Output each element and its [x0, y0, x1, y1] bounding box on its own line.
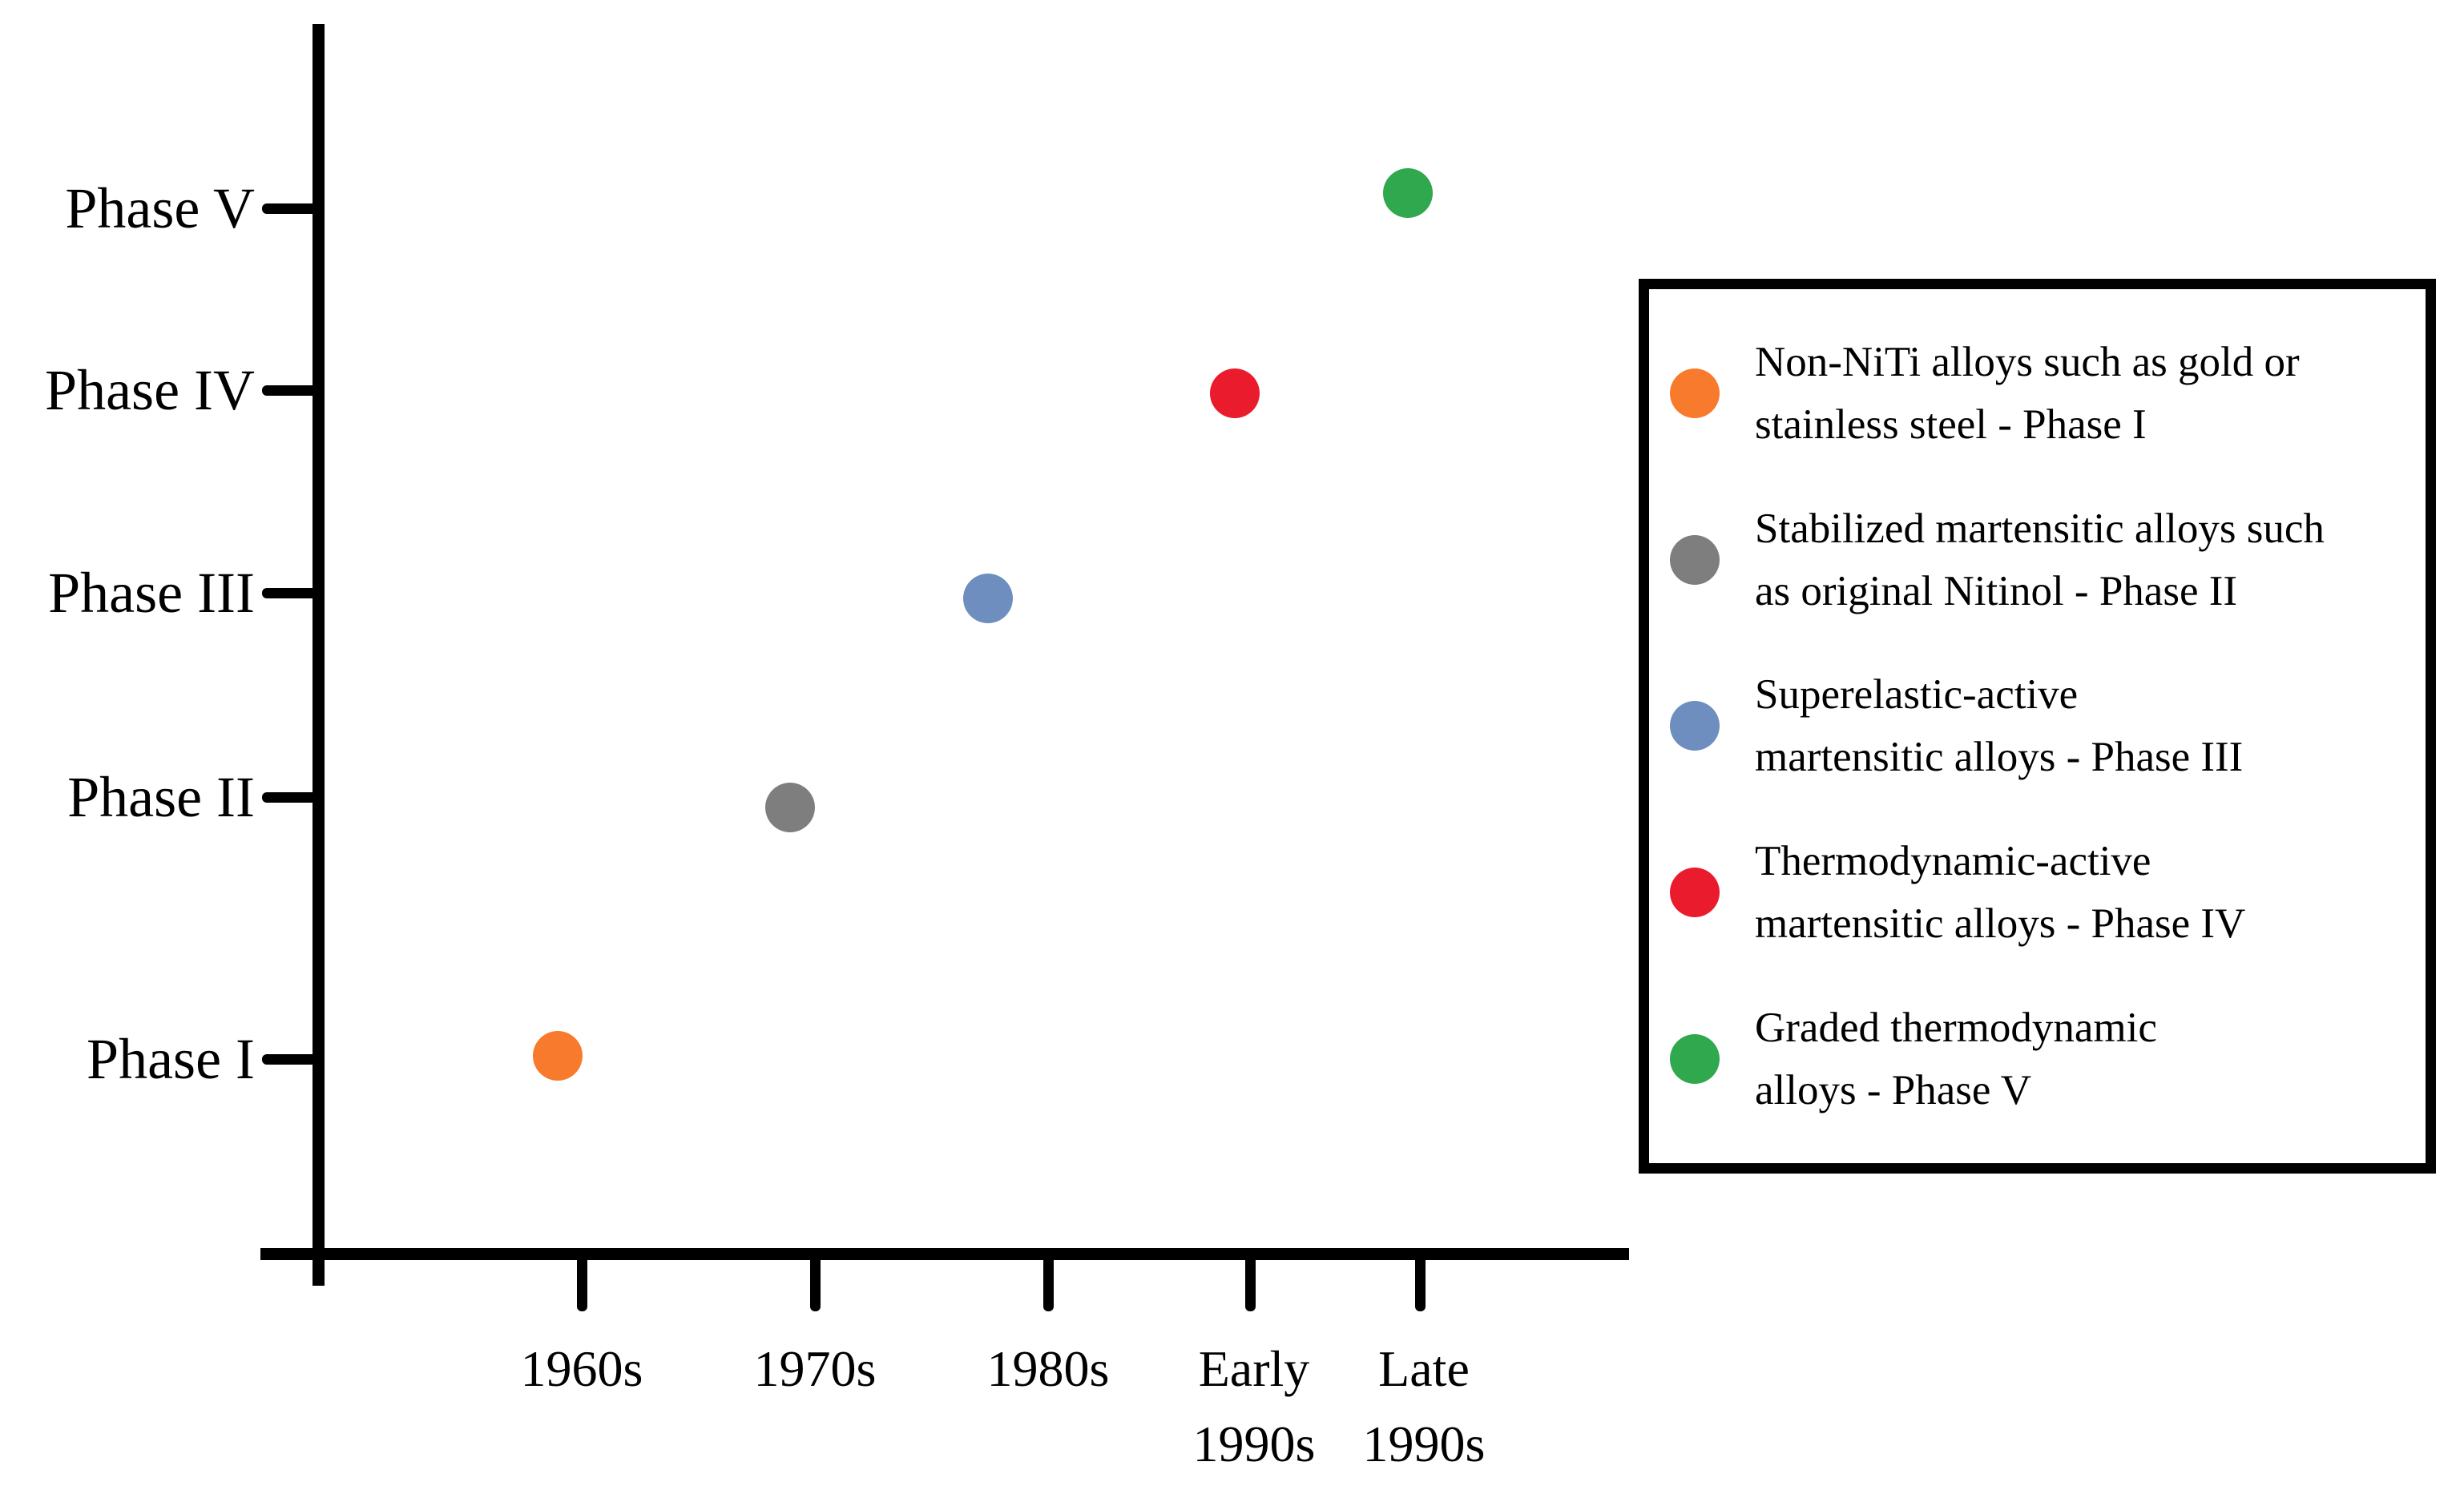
- legend-item-phase-ii: Stabilized martensitic alloys such as or…: [1649, 497, 2426, 622]
- legend-label-line2: martensitic alloys - Phase IV: [1755, 900, 2246, 948]
- legend-item-phase-v: Graded thermodynamic alloys - Phase V: [1649, 997, 2426, 1121]
- x-label-line1: 1980s: [986, 1340, 1110, 1397]
- y-tick-phase-ii: [262, 792, 318, 803]
- legend-item-phase-i: Non-NiTi alloys such as gold or stainles…: [1649, 331, 2426, 456]
- y-axis-label-phase-v: Phase V: [65, 176, 255, 240]
- x-label-line2: 1990s: [1362, 1415, 1486, 1472]
- legend-label-line1: Non-NiTi alloys such as gold or: [1755, 338, 2300, 385]
- legend-label-line1: Superelastic-active: [1755, 671, 2079, 719]
- data-point-phase-iii-1980s: [963, 574, 1013, 623]
- legend-marker-red-icon: [1670, 868, 1720, 918]
- x-tick-1970s: [810, 1254, 821, 1311]
- legend-marker-blue-icon: [1670, 701, 1720, 751]
- y-axis-label-phase-ii: Phase II: [67, 765, 255, 829]
- data-point-phase-iv-early-1990s: [1210, 368, 1260, 418]
- legend-label-line2: as original Nitinol - Phase II: [1755, 567, 2238, 614]
- legend-item-phase-iii: Superelastic-active martensitic alloys -…: [1649, 663, 2426, 788]
- y-tick-phase-iii: [262, 588, 318, 598]
- x-axis-label-early-1990s: Early 1990s: [1118, 1331, 1390, 1482]
- data-point-phase-v-late-1990s: [1383, 168, 1433, 218]
- y-axis-label-phase-iii: Phase III: [48, 561, 255, 625]
- x-axis-label-late-1990s: Late 1990s: [1288, 1331, 1560, 1482]
- x-label-line1: Late: [1378, 1340, 1470, 1397]
- x-axis-line: [260, 1248, 1629, 1260]
- legend-label-line2: alloys - Phase V: [1755, 1067, 2031, 1114]
- data-point-phase-i-1960s: [533, 1031, 583, 1081]
- x-tick-1960s: [577, 1254, 587, 1311]
- legend-label: Non-NiTi alloys such as gold or stainles…: [1755, 331, 2300, 456]
- x-axis-label-1970s: 1970s: [679, 1331, 951, 1407]
- x-label-line1: 1970s: [753, 1340, 877, 1397]
- x-axis-label-1980s: 1980s: [912, 1331, 1184, 1407]
- legend-label: Superelastic-active martensitic alloys -…: [1755, 663, 2243, 788]
- x-label-line1: Early: [1198, 1340, 1310, 1397]
- x-tick-1980s: [1043, 1254, 1054, 1311]
- y-tick-phase-v: [262, 203, 318, 214]
- legend-box: Non-NiTi alloys such as gold or stainles…: [1639, 279, 2436, 1174]
- x-label-line1: 1960s: [520, 1340, 643, 1397]
- legend-label-line2: stainless steel - Phase I: [1755, 401, 2147, 448]
- legend-marker-gray-icon: [1670, 534, 1720, 585]
- x-axis-label-1960s: 1960s: [446, 1331, 718, 1407]
- y-axis-label-phase-i: Phase I: [87, 1027, 255, 1091]
- y-tick-phase-i: [262, 1054, 318, 1065]
- data-point-phase-ii-1970s: [765, 783, 815, 832]
- legend-marker-orange-icon: [1670, 368, 1720, 418]
- legend-marker-green-icon: [1670, 1034, 1720, 1085]
- legend-label-line1: Stabilized martensitic alloys such: [1755, 505, 2325, 552]
- legend-label: Stabilized martensitic alloys such as or…: [1755, 497, 2325, 622]
- y-axis-line: [313, 24, 325, 1286]
- y-axis-label-phase-iv: Phase IV: [45, 358, 255, 422]
- x-tick-late-1990s: [1415, 1254, 1426, 1311]
- legend-label: Graded thermodynamic alloys - Phase V: [1755, 997, 2157, 1121]
- legend-item-phase-iv: Thermodynamic-active martensitic alloys …: [1649, 830, 2426, 955]
- legend-label-line1: Graded thermodynamic: [1755, 1005, 2157, 1052]
- y-tick-phase-iv: [262, 385, 318, 396]
- x-label-line2: 1990s: [1192, 1415, 1316, 1472]
- legend-label: Thermodynamic-active martensitic alloys …: [1755, 830, 2245, 955]
- x-tick-early-1990s: [1245, 1254, 1256, 1311]
- legend-label-line1: Thermodynamic-active: [1755, 838, 2151, 885]
- legend-label-line2: martensitic alloys - Phase III: [1755, 734, 2244, 781]
